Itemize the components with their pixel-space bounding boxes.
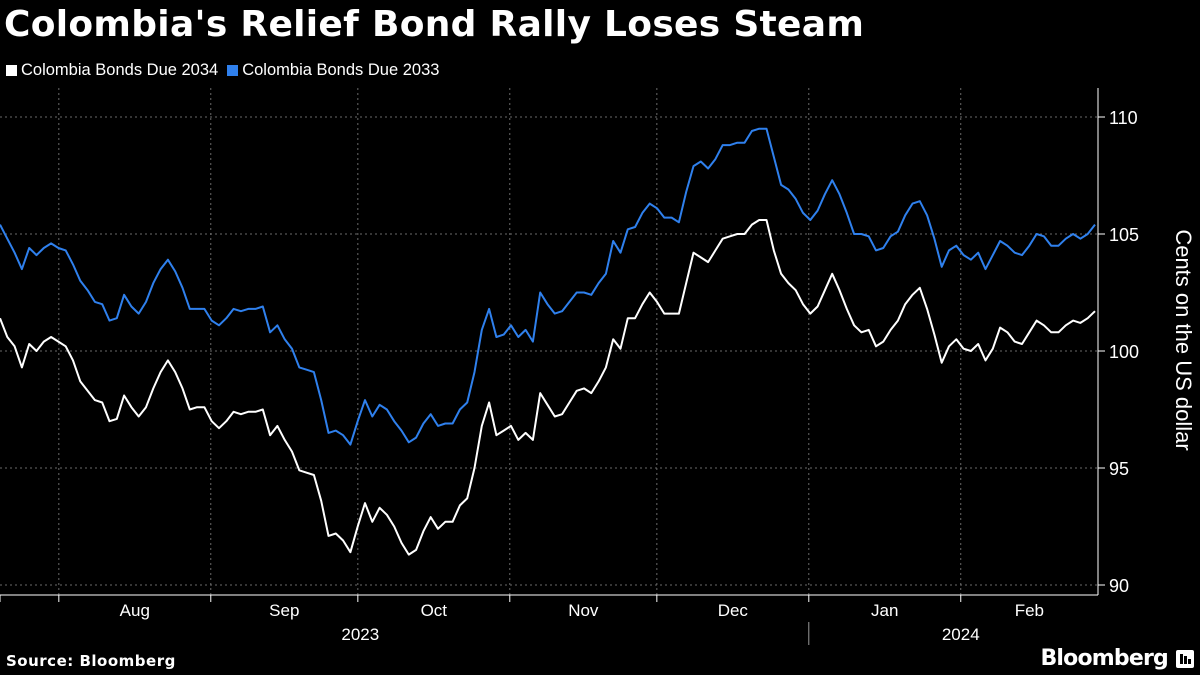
series-line-2034 xyxy=(0,219,1096,556)
legend: Colombia Bonds Due 2034 Colombia Bonds D… xyxy=(6,61,448,80)
x-tick-label-dec: Dec xyxy=(718,601,749,620)
axis-labels: 90 95 100 105 110 Aug Sep Oct Nov Dec Jan Feb 2023 20… xyxy=(120,108,1196,644)
y-axis-title: Cents on the US dollar xyxy=(1171,229,1196,450)
x-tick-label-sep: Sep xyxy=(269,601,299,620)
series-lines xyxy=(0,127,1096,556)
legend-label-2034: Colombia Bonds Due 2034 xyxy=(21,61,219,79)
bloomberg-terminal-icon xyxy=(1176,650,1194,668)
x-tick-label-jan: Jan xyxy=(871,601,898,620)
bloomberg-logo: Bloomberg xyxy=(1040,646,1168,671)
x-tick-label-aug: Aug xyxy=(120,601,150,620)
year-label-2023: 2023 xyxy=(341,625,379,644)
chart-title: Colombia's Relief Bond Rally Loses Steam xyxy=(4,4,865,45)
gridlines xyxy=(0,88,1098,595)
y-tick-label-100: 100 xyxy=(1109,342,1139,362)
x-tick-label-feb: Feb xyxy=(1015,601,1044,620)
legend-label-2033: Colombia Bonds Due 2033 xyxy=(242,61,440,79)
x-tick-label-oct: Oct xyxy=(421,601,448,620)
y-tick-label-90: 90 xyxy=(1109,576,1129,596)
legend-item-2034: Colombia Bonds Due 2034 xyxy=(6,61,218,80)
source-note: Source: Bloomberg xyxy=(6,652,176,670)
legend-swatch-2033 xyxy=(227,65,239,76)
axes xyxy=(0,88,1105,645)
year-label-2024: 2024 xyxy=(942,625,980,644)
x-tick-label-nov: Nov xyxy=(568,601,599,620)
series-line-2033 xyxy=(0,127,1096,446)
y-tick-label-105: 105 xyxy=(1109,225,1139,245)
y-tick-label-95: 95 xyxy=(1109,459,1129,479)
legend-item-2033: Colombia Bonds Due 2033 xyxy=(227,61,439,80)
y-tick-label-110: 110 xyxy=(1109,108,1138,128)
legend-swatch-2034 xyxy=(6,65,17,76)
